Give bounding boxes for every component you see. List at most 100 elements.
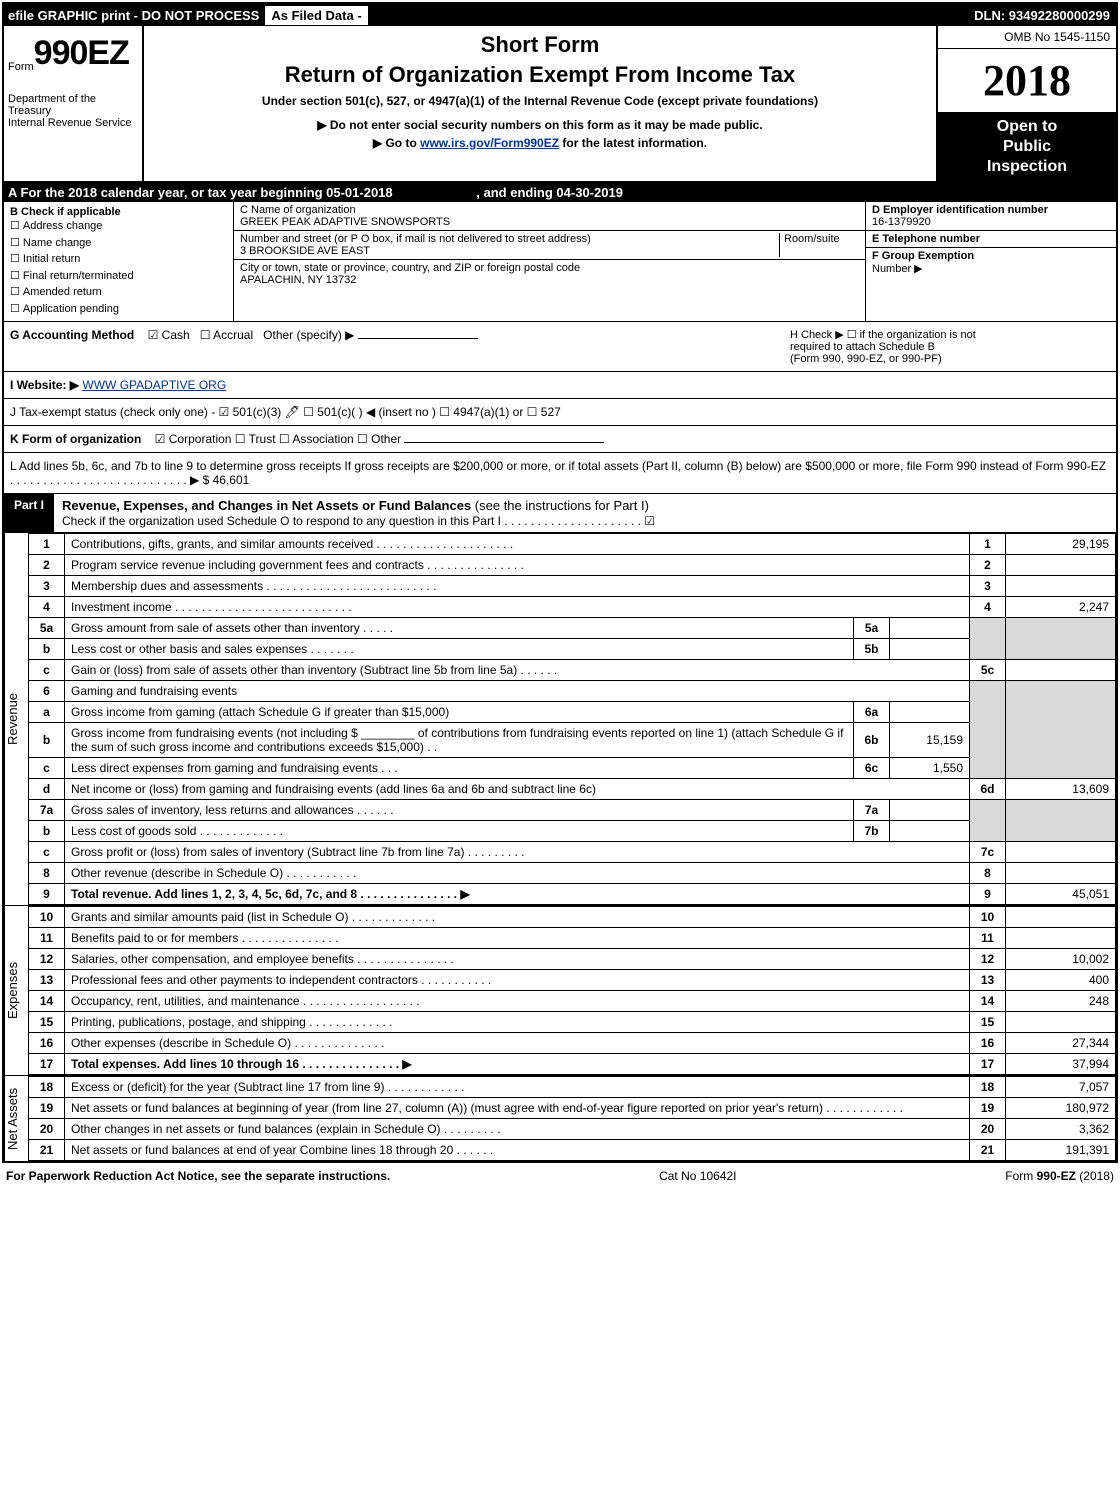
form-990ez: efile GRAPHIC print - DO NOT PROCESS As …: [2, 2, 1118, 1163]
part1-header: Part I Revenue, Expenses, and Changes in…: [4, 494, 1116, 533]
table-row: aGross income from gaming (attach Schedu…: [29, 702, 1116, 723]
table-row: 20Other changes in net assets or fund ba…: [29, 1119, 1116, 1140]
right-col: OMB No 1545-1150 2018 Open to Public Ins…: [936, 26, 1116, 181]
section-f: F Group Exemption Number ▶: [866, 248, 1116, 277]
table-row: 4Investment income . . . . . . . . . . .…: [29, 597, 1116, 618]
org-street: 3 BROOKSIDE AVE EAST: [240, 245, 779, 257]
goto-line: ▶ Go to www.irs.gov/Form990EZ for the la…: [154, 136, 926, 150]
ein: 16-1379920: [872, 216, 1110, 228]
tax-year: 2018: [938, 49, 1116, 113]
section-c: C Name of organization GREEK PEAK ADAPTI…: [234, 202, 866, 321]
form-number-box: Form 990EZ Department of the Treasury In…: [4, 26, 144, 181]
table-row: 5aGross amount from sale of assets other…: [29, 618, 1116, 639]
b-title: B Check if applicable: [10, 206, 227, 218]
strip-dln: DLN: 93492280000299: [974, 8, 1116, 23]
b-opt-amended[interactable]: ☐ Amended return: [10, 284, 227, 301]
table-row: bLess cost of goods sold . . . . . . . .…: [29, 821, 1116, 842]
strip-left: efile GRAPHIC print - DO NOT PROCESS: [4, 8, 259, 23]
short-form: Short Form: [154, 32, 926, 58]
section-e: E Telephone number: [866, 231, 1116, 248]
section-a: A For the 2018 calendar year, or tax yea…: [4, 183, 1116, 202]
section-j: J Tax-exempt status (check only one) - ☑…: [4, 399, 1116, 426]
table-row: cGain or (loss) from sale of assets othe…: [29, 660, 1116, 681]
table-row: 6Gaming and fundraising events: [29, 681, 1116, 702]
section-i: I Website: ▶ WWW GPADAPTIVE ORG: [4, 372, 1116, 399]
bcdef-block: B Check if applicable ☐ Address change ☐…: [4, 202, 1116, 322]
revenue-table: 1Contributions, gifts, grants, and simil…: [28, 533, 1116, 905]
b-opt-initial[interactable]: ☐ Initial return: [10, 251, 227, 268]
table-row: 2Program service revenue including gover…: [29, 555, 1116, 576]
under-section: Under section 501(c), 527, or 4947(a)(1)…: [154, 94, 926, 108]
b-opt-final[interactable]: ☐ Final return/terminated: [10, 268, 227, 285]
website-link[interactable]: WWW GPADAPTIVE ORG: [82, 378, 226, 392]
table-row: dNet income or (loss) from gaming and fu…: [29, 779, 1116, 800]
table-row: 19Net assets or fund balances at beginni…: [29, 1098, 1116, 1119]
table-row: cGross profit or (loss) from sales of in…: [29, 842, 1116, 863]
g-cash[interactable]: ☑ Cash: [148, 328, 190, 342]
table-row: 8Other revenue (describe in Schedule O) …: [29, 863, 1116, 884]
netassets-block: Net Assets 18Excess or (deficit) for the…: [4, 1076, 1116, 1161]
return-title: Return of Organization Exempt From Incom…: [154, 62, 926, 88]
table-row: 7aGross sales of inventory, less returns…: [29, 800, 1116, 821]
expenses-table: 10Grants and similar amounts paid (list …: [28, 906, 1116, 1075]
revenue-block: Revenue 1Contributions, gifts, grants, a…: [4, 533, 1116, 906]
footer-left: For Paperwork Reduction Act Notice, see …: [6, 1169, 390, 1183]
c-city: City or town, state or province, country…: [234, 260, 865, 288]
section-gh: G Accounting Method ☑ Cash ☐ Accrual Oth…: [4, 322, 1116, 372]
b-opt-address[interactable]: ☐ Address change: [10, 218, 227, 235]
g-label: G Accounting Method: [10, 328, 134, 342]
table-row: bGross income from fundraising events (n…: [29, 723, 1116, 758]
footer-mid: Cat No 10642I: [659, 1169, 736, 1183]
form-number: 990EZ: [34, 34, 129, 73]
section-d: D Employer identification number 16-1379…: [866, 202, 1116, 231]
room-suite: Room/suite: [779, 233, 859, 257]
table-row: 12Salaries, other compensation, and empl…: [29, 949, 1116, 970]
strip-mid: As Filed Data -: [265, 6, 367, 25]
table-row: 21Net assets or fund balances at end of …: [29, 1140, 1116, 1161]
table-row: 10Grants and similar amounts paid (list …: [29, 907, 1116, 928]
table-row: 13Professional fees and other payments t…: [29, 970, 1116, 991]
form-prefix: Form: [8, 61, 34, 73]
table-row: 15Printing, publications, postage, and s…: [29, 1012, 1116, 1033]
section-b: B Check if applicable ☐ Address change ☐…: [4, 202, 234, 321]
part1-check: Check if the organization used Schedule …: [62, 514, 655, 528]
page-footer: For Paperwork Reduction Act Notice, see …: [0, 1165, 1120, 1187]
org-city: APALACHIN, NY 13732: [240, 274, 859, 286]
revenue-side-label: Revenue: [4, 533, 28, 905]
table-row: 3Membership dues and assessments . . . .…: [29, 576, 1116, 597]
title-block: Form 990EZ Department of the Treasury In…: [4, 26, 1116, 183]
table-row: 9Total revenue. Add lines 1, 2, 3, 4, 5c…: [29, 884, 1116, 905]
table-row: 17Total expenses. Add lines 10 through 1…: [29, 1054, 1116, 1075]
table-row: 14Occupancy, rent, utilities, and mainte…: [29, 991, 1116, 1012]
section-k: K Form of organization ☑ Corporation ☐ T…: [4, 426, 1116, 453]
table-row: 11Benefits paid to or for members . . . …: [29, 928, 1116, 949]
g-accrual[interactable]: ☐ Accrual: [200, 328, 253, 342]
c-addr: Number and street (or P O box, if mail i…: [234, 231, 865, 260]
footer-right: Form 990-EZ (2018): [1005, 1169, 1114, 1183]
dept-treasury: Department of the Treasury Internal Reve…: [8, 93, 138, 129]
table-row: bLess cost or other basis and sales expe…: [29, 639, 1116, 660]
part1-tab: Part I: [4, 494, 54, 532]
table-row: cLess direct expenses from gaming and fu…: [29, 758, 1116, 779]
irs-link[interactable]: www.irs.gov/Form990EZ: [420, 136, 559, 150]
table-row: 1Contributions, gifts, grants, and simil…: [29, 534, 1116, 555]
b-opt-pending[interactable]: ☐ Application pending: [10, 301, 227, 318]
title-center: Short Form Return of Organization Exempt…: [144, 26, 936, 181]
part1-title: Revenue, Expenses, and Changes in Net As…: [62, 498, 471, 513]
expenses-block: Expenses 10Grants and similar amounts pa…: [4, 906, 1116, 1076]
expenses-side-label: Expenses: [4, 906, 28, 1075]
section-def: D Employer identification number 16-1379…: [866, 202, 1116, 321]
table-row: 18Excess or (deficit) for the year (Subt…: [29, 1077, 1116, 1098]
netassets-side-label: Net Assets: [4, 1076, 28, 1161]
c-name: C Name of organization GREEK PEAK ADAPTI…: [234, 202, 865, 231]
g-other: Other (specify) ▶: [263, 328, 354, 342]
section-h: H Check ▶ ☐ if the organization is not r…: [790, 328, 1110, 365]
b-opt-name[interactable]: ☐ Name change: [10, 235, 227, 252]
open-public: Open to Public Inspection: [938, 113, 1116, 181]
org-name: GREEK PEAK ADAPTIVE SNOWSPORTS: [240, 216, 859, 228]
header-strip: efile GRAPHIC print - DO NOT PROCESS As …: [4, 4, 1116, 26]
ssn-warning: ▶ Do not enter social security numbers o…: [154, 118, 926, 132]
netassets-table: 18Excess or (deficit) for the year (Subt…: [28, 1076, 1116, 1161]
section-l: L Add lines 5b, 6c, and 7b to line 9 to …: [4, 453, 1116, 494]
omb-number: OMB No 1545-1150: [938, 26, 1116, 49]
